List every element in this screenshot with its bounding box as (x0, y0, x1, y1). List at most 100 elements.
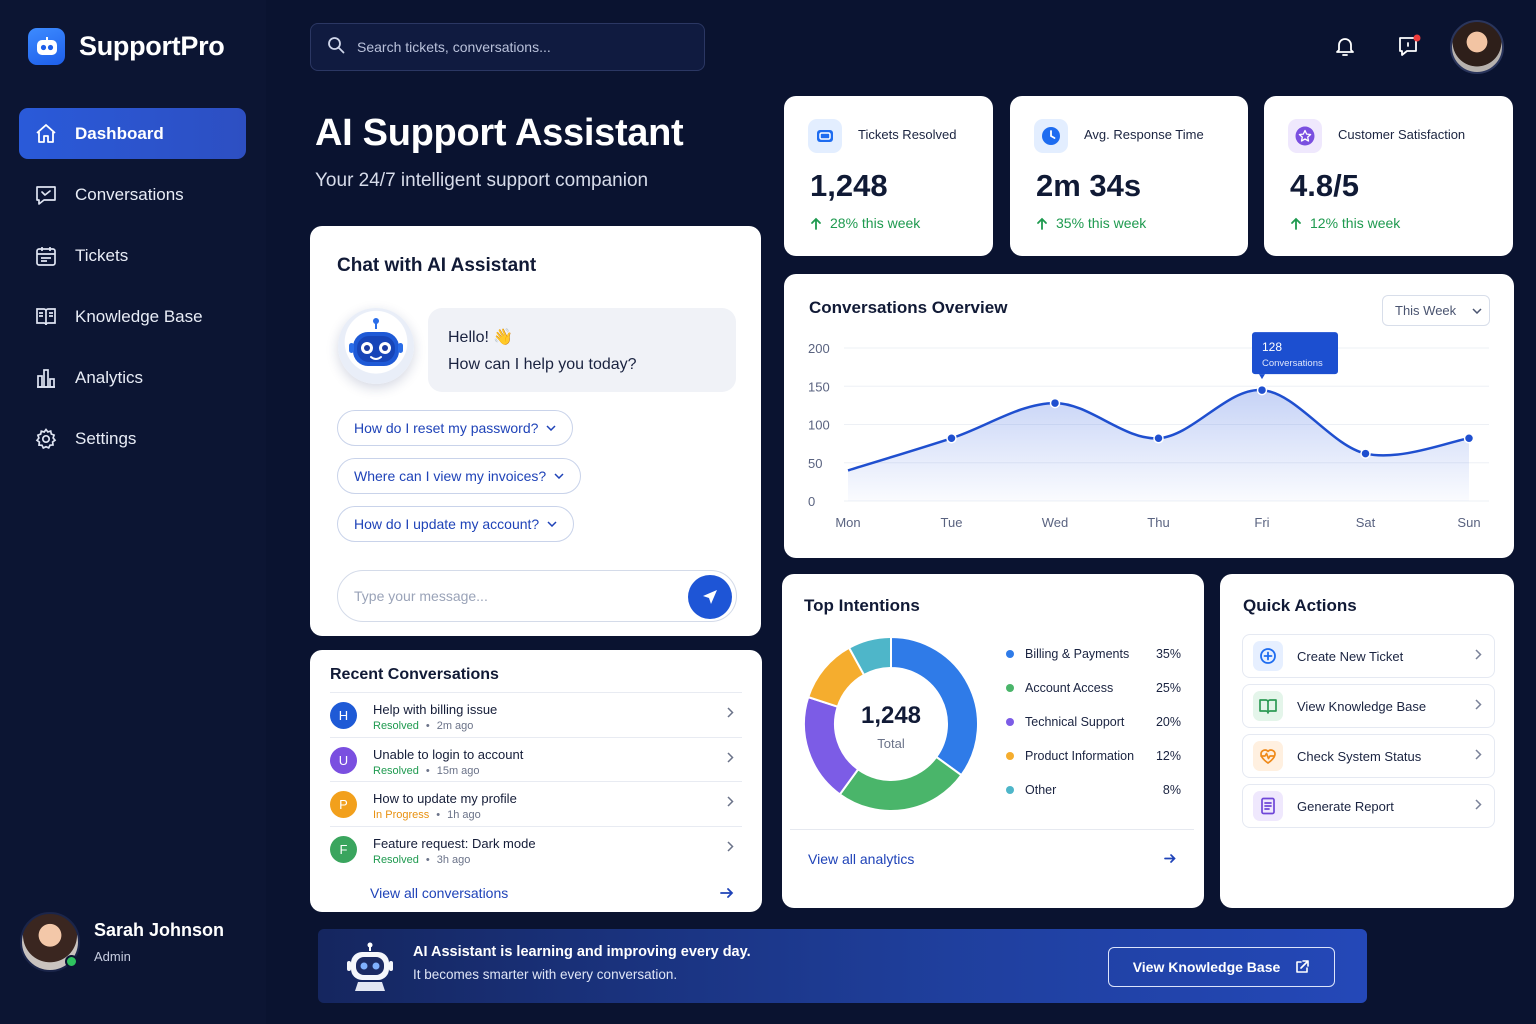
legend-dot (1006, 718, 1014, 726)
conversation-time: 15m ago (436, 764, 480, 777)
view-all-conversations-link[interactable]: View all conversations (370, 885, 509, 901)
legend-dot (1006, 752, 1014, 760)
stat-value: 4.8/5 (1290, 168, 1359, 203)
legend-percent: 35% (1155, 647, 1181, 661)
conversation-row[interactable]: H Help with billing issue Resolved • 2m ago (330, 692, 742, 736)
data-point (1049, 397, 1061, 409)
banner-headline: AI Assistant is learning and improving e… (413, 944, 751, 960)
sidebar-item-label: Analytics (75, 367, 144, 387)
conversation-row[interactable]: F Feature request: Dark mode Resolved • 3h a… (330, 825, 742, 870)
arrow-right-icon[interactable] (1164, 853, 1176, 864)
legend-percent: 20% (1155, 715, 1181, 729)
chat-message-input[interactable] (354, 588, 674, 604)
ai-learning-banner: AI Assistant is learning and improving e… (318, 929, 1367, 1003)
legend-percent: 12% (1155, 749, 1181, 763)
suggestion-label: How do I update my account? (354, 516, 540, 532)
donut-slice (890, 635, 979, 777)
chevron-right-icon (727, 840, 734, 852)
arrow-right-icon[interactable] (720, 887, 734, 899)
view-knowledge-base-action[interactable]: View Knowledge Base (1242, 684, 1495, 728)
conversation-avatar: U (330, 746, 357, 774)
sidebar-item-settings[interactable]: Settings (19, 413, 246, 464)
conversation-status: In Progress (373, 809, 430, 821)
ticket-icon (808, 119, 842, 153)
view-all-analytics-link[interactable]: View all analytics (808, 851, 915, 867)
overview-title: Conversations Overview (809, 298, 1008, 317)
clock-icon (1034, 119, 1068, 153)
conversation-title: How to update my profile (373, 791, 517, 806)
gear-icon (33, 426, 59, 452)
top-intentions-card: Top Intentions 1,248 Total Billing & Pay… (782, 574, 1204, 908)
messages-icon[interactable] (1393, 30, 1425, 62)
donut-total: 1,248 (860, 702, 922, 729)
conversation-avatar: F (330, 835, 357, 863)
conversation-row[interactable]: U Unable to login to account Resolved • 15m … (330, 736, 742, 781)
conversation-row[interactable]: P How to update my profile In Progress • 1h … (330, 781, 742, 825)
suggestion-chip[interactable]: How do I reset my password? (337, 410, 574, 446)
brand[interactable]: SupportPro (28, 28, 225, 65)
legend-label: Technical Support (1025, 715, 1125, 729)
chevron-right-icon (727, 707, 734, 718)
y-tick-label: 0 (808, 494, 815, 509)
data-point (1360, 448, 1371, 459)
conversation-meta: Resolved • 3h ago (373, 854, 470, 866)
stat-card-tickets-resolved: Tickets Resolved 1,248 28% this week (784, 96, 993, 256)
data-point (1463, 433, 1475, 444)
send-icon (703, 590, 717, 604)
search-icon (327, 36, 345, 59)
arrow-up-icon (1037, 217, 1047, 230)
send-button[interactable] (688, 575, 732, 619)
area-fill (848, 389, 1469, 501)
suggestion-chip[interactable]: How do I update my account? (337, 506, 575, 542)
generate-report-action[interactable]: Generate Report (1242, 784, 1495, 828)
sidebar-nav: Dashboard Conversations Tickets Knowledg… (19, 108, 246, 474)
stat-change: 28% this week (810, 215, 920, 231)
y-tick-label: 50 (808, 456, 822, 471)
conversation-title: Help with billing issue (373, 702, 498, 717)
x-tick-label: Wed (1042, 515, 1069, 530)
week-filter-select[interactable]: This Week (1382, 295, 1490, 326)
chevron-down-icon (546, 425, 556, 431)
chat-input-box[interactable] (337, 570, 737, 622)
action-label: Create New Ticket (1297, 648, 1404, 664)
sidebar-item-conversations[interactable]: Conversations (19, 169, 246, 220)
separator-dot: • (425, 764, 430, 777)
legend-dot (1006, 684, 1014, 692)
view-knowledge-base-button[interactable]: View Knowledge Base (1108, 947, 1335, 987)
search-box[interactable] (310, 23, 705, 71)
check-system-status-action[interactable]: Check System Status (1242, 734, 1495, 778)
online-status-dot (65, 955, 78, 968)
conversation-status: Resolved (373, 764, 419, 777)
notification-bell-icon[interactable] (1329, 30, 1361, 62)
sidebar-item-tickets[interactable]: Tickets (19, 230, 246, 281)
suggestion-chip[interactable]: Where can I view my invoices? (337, 458, 582, 494)
divider (790, 829, 1194, 830)
recent-conversations-card: Recent Conversations H Help with billing … (310, 650, 762, 912)
recent-title: Recent Conversations (330, 666, 499, 683)
robot-logo-icon (28, 28, 65, 65)
chevron-right-icon (1475, 649, 1482, 660)
pulse-icon (1253, 741, 1283, 771)
legend-dot (1006, 650, 1014, 658)
arrow-up-icon (811, 217, 821, 230)
conversation-meta: Resolved • 2m ago (373, 720, 473, 732)
chevron-right-icon (1475, 699, 1482, 710)
area-chart: 0 50 100 150 200 Mon Tue Wed Thu Fri Sat Sun 128 Conv… (808, 332, 1489, 530)
y-tick-label: 150 (808, 379, 830, 394)
create-ticket-action[interactable]: Create New Ticket (1242, 634, 1495, 678)
user-profile[interactable]: Sarah Johnson Admin (20, 912, 224, 972)
banner-subtext: It becomes smarter with every conversati… (413, 967, 678, 982)
sidebar-item-analytics[interactable]: Analytics (19, 352, 246, 403)
sidebar-item-knowledge-base[interactable]: Knowledge Base (19, 291, 246, 342)
legend-item: Billing & Payments 35% (1006, 647, 1181, 661)
conversation-title: Unable to login to account (373, 746, 524, 762)
header-avatar[interactable] (1450, 20, 1504, 74)
search-input[interactable] (357, 39, 677, 55)
star-icon (1288, 119, 1322, 153)
stat-label: Avg. Response Time (1084, 127, 1204, 142)
y-tick-label: 100 (808, 418, 830, 433)
suggestion-label: Where can I view my invoices? (354, 468, 547, 484)
chevron-right-icon (1475, 749, 1482, 760)
stat-label: Customer Satisfaction (1338, 127, 1466, 142)
sidebar-item-dashboard[interactable]: Dashboard (19, 108, 246, 159)
